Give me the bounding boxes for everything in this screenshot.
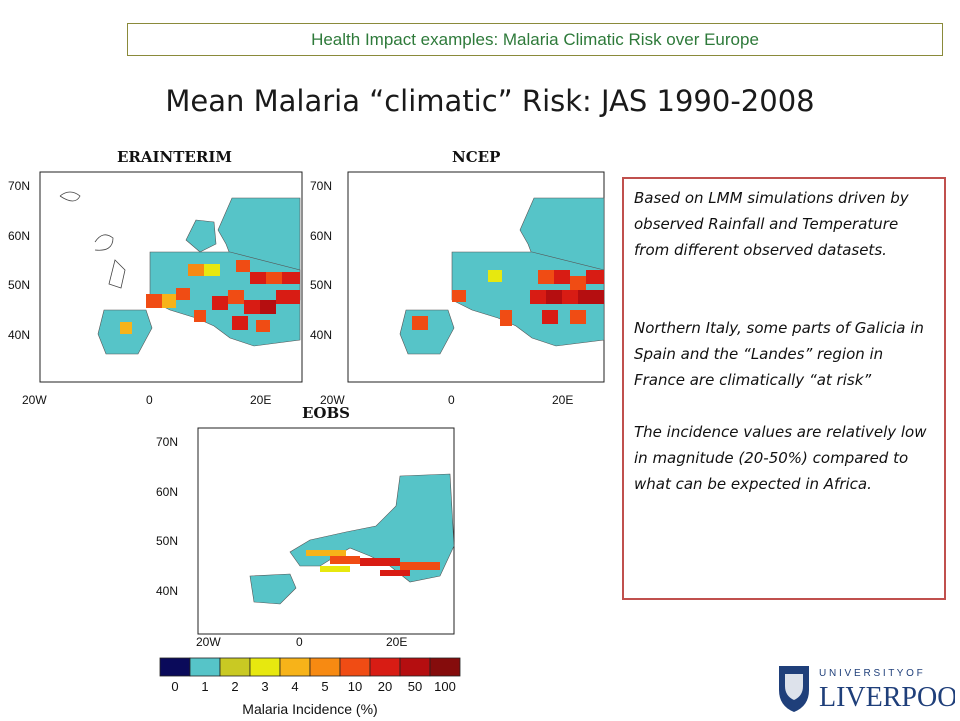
colorbar-tick-label: 3 — [261, 679, 268, 694]
colorbar-tick-label: 50 — [408, 679, 422, 694]
colorbar-swatch — [159, 657, 191, 677]
note-2: Northern Italy, some parts of Galicia in… — [634, 319, 924, 389]
colorbar-swatches — [159, 657, 461, 677]
lat-label: 50N — [8, 278, 30, 292]
colorbar-tick-label: 20 — [378, 679, 392, 694]
colorbar-swatch — [219, 657, 251, 677]
colorbar-tick-label: 4 — [291, 679, 298, 694]
note-1: Based on LMM simulations driven by obser… — [634, 189, 909, 259]
colorbar-tick-label: 5 — [321, 679, 328, 694]
colorbar-swatch — [249, 657, 281, 677]
lon-label: 20E — [552, 393, 573, 407]
colorbar-tick-label: 2 — [231, 679, 238, 694]
lat-label: 50N — [310, 278, 332, 292]
colorbar-swatch — [189, 657, 221, 677]
map-eobs: 70N 60N 50N 40N 20W 0 20E — [156, 427, 455, 646]
colorbar-swatch — [429, 657, 461, 677]
slide-title: Mean Malaria “climatic” Risk: JAS 1990-2… — [165, 84, 815, 118]
logo-line2: LIVERPOOL — [819, 682, 955, 713]
lon-label: 20W — [22, 393, 47, 407]
colorbar-swatch — [339, 657, 371, 677]
lon-label: 0 — [296, 635, 303, 646]
panel-title-eobs: EOBS — [302, 404, 351, 422]
lat-label: 70N — [8, 179, 30, 193]
lon-label: 20W — [196, 635, 221, 646]
map-erainterim: 70N 60N 50N 40N 20W 0 20E — [8, 171, 303, 407]
header-banner: Health Impact examples: Malaria Climatic… — [127, 23, 943, 56]
lat-label: 40N — [156, 584, 178, 598]
lon-label: 0 — [448, 393, 455, 407]
lon-label: 0 — [146, 393, 153, 407]
map-ncep: 70N 60N 50N 40N 20W 0 20E — [310, 171, 605, 407]
colorbar-tick-label: 100 — [434, 679, 456, 694]
colorbar: 0 1 2 3 4 5 10 20 50 100 Malaria Incidence (%) — [159, 657, 461, 717]
colorbar-tick-label: 0 — [171, 679, 178, 694]
colorbar-swatch — [309, 657, 341, 677]
lat-label: 60N — [156, 485, 178, 499]
logo-line1: U N I V E R S I T Y O F — [819, 668, 923, 679]
lat-label: 60N — [310, 229, 332, 243]
lat-label: 40N — [310, 328, 332, 342]
lon-label: 20E — [386, 635, 407, 646]
colorbar-tick-label: 1 — [201, 679, 208, 694]
shield-icon: U N I V E R S I T Y O F LIVERPOOL — [779, 666, 960, 713]
lat-label: 60N — [8, 229, 30, 243]
colorbar-swatch — [399, 657, 431, 677]
panel-title-erainterim: ERAINTERIM — [117, 148, 232, 166]
panel-title-ncep: NCEP — [452, 148, 501, 166]
colorbar-label: Malaria Incidence (%) — [242, 701, 377, 717]
lat-label: 70N — [310, 179, 332, 193]
lat-label: 50N — [156, 534, 178, 548]
note-3: The incidence values are relatively low … — [634, 423, 927, 493]
colorbar-swatch — [369, 657, 401, 677]
lat-label: 40N — [8, 328, 30, 342]
colorbar-swatch — [279, 657, 311, 677]
colorbar-tick-label: 10 — [348, 679, 362, 694]
notes-box: Based on LMM simulations driven by obser… — [622, 177, 946, 600]
university-logo: U N I V E R S I T Y O F LIVERPOOL — [775, 660, 960, 716]
lon-label: 20E — [250, 393, 271, 407]
lon-label: 20W — [320, 393, 345, 407]
lat-label: 70N — [156, 435, 178, 449]
